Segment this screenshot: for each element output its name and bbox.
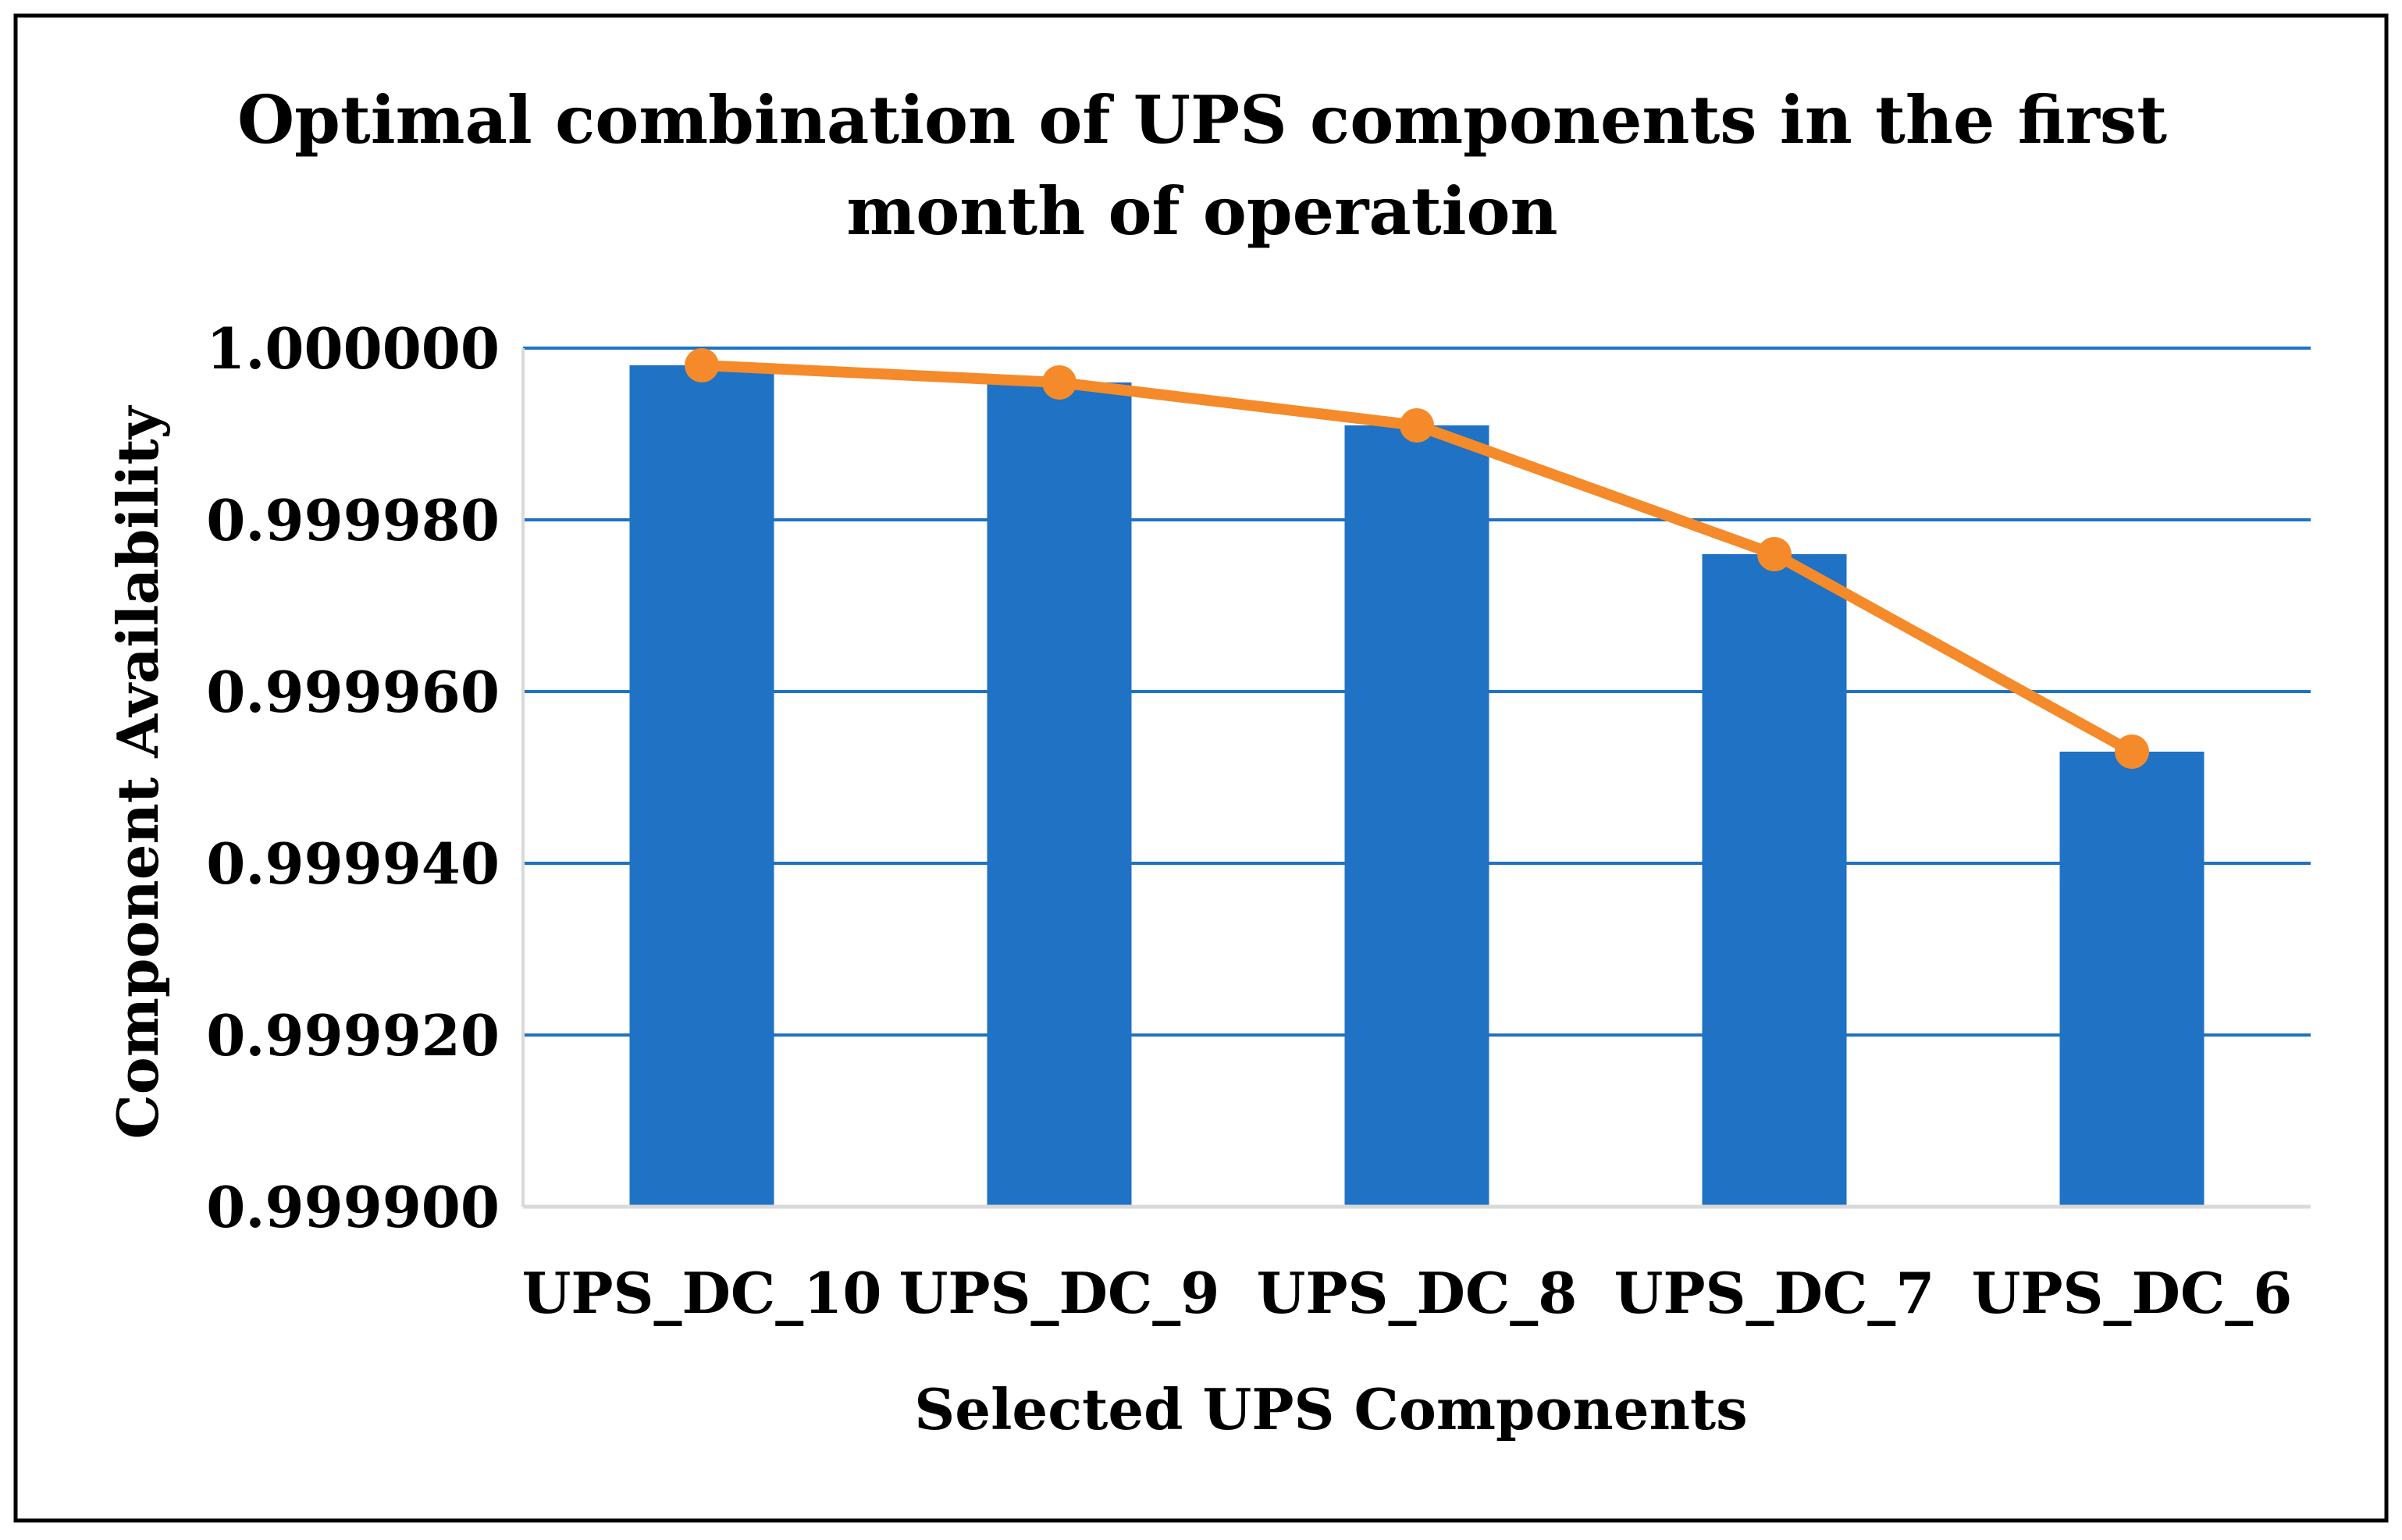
chart-border [13, 13, 2389, 1523]
axes [521, 348, 2311, 1209]
x-tick-labels: UPS_DC_10 UPS_DC_9 UPS_DC_8 UPS_DC_7 UPS_DC_… [522, 1260, 2293, 1326]
bar-ups-dc-9 [987, 382, 1132, 1207]
y-tick-label: 0.999920 [206, 1002, 500, 1069]
x-tick-label: UPS_DC_10 [522, 1260, 882, 1326]
x-tick-label: UPS_DC_9 [899, 1260, 1220, 1326]
line-point-ups-dc-10 [685, 348, 719, 382]
bars [629, 365, 2205, 1207]
line-series [685, 348, 2149, 769]
chart-title-line-1: Optimal combination of UPS components in… [237, 81, 2167, 158]
y-tick-label: 0.999980 [206, 487, 500, 553]
x-tick-label: UPS_DC_8 [1257, 1260, 1578, 1326]
y-tick-label: 0.999960 [206, 659, 500, 725]
x-axis-label: Selected UPS Components [914, 1376, 1747, 1442]
line-point-ups-dc-7 [1757, 537, 1792, 571]
y-tick-label: 1.000000 [206, 315, 500, 382]
y-tick-labels: 0.999900 0.999920 0.999940 0.999960 0.999980… [206, 315, 500, 1240]
x-tick-label: UPS_DC_6 [1972, 1260, 2293, 1326]
chart-title-line-2: month of operation [846, 172, 1557, 250]
line-point-ups-dc-9 [1042, 365, 1076, 400]
bar-ups-dc-6 [2059, 752, 2205, 1207]
line-point-ups-dc-6 [2115, 734, 2149, 769]
bar-ups-dc-10 [629, 365, 774, 1207]
bar-ups-dc-8 [1344, 425, 1489, 1207]
bar-ups-dc-7 [1702, 554, 1847, 1207]
x-tick-label: UPS_DC_7 [1614, 1260, 1935, 1326]
y-tick-label: 0.999900 [206, 1174, 500, 1240]
line-point-ups-dc-8 [1400, 408, 1434, 443]
y-tick-label: 0.999940 [206, 830, 500, 897]
y-axis-label: Component Availability [105, 404, 171, 1139]
